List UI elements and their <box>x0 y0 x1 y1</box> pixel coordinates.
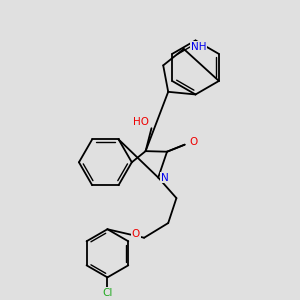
Text: NH: NH <box>191 42 207 52</box>
Text: HO: HO <box>133 117 148 127</box>
Text: N: N <box>161 172 169 183</box>
Text: O: O <box>189 137 198 147</box>
Text: O: O <box>132 229 140 239</box>
Text: Cl: Cl <box>102 288 112 298</box>
